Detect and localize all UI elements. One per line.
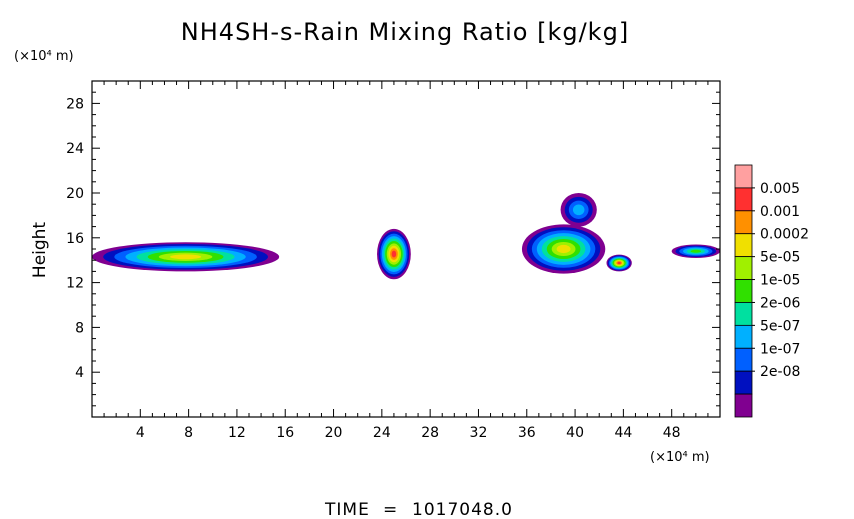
time-label: TIME xyxy=(324,500,370,519)
colorbar-swatch xyxy=(734,256,753,280)
colorbar-swatch xyxy=(734,210,753,235)
y-tick-label: 8 xyxy=(75,320,84,336)
x-tick-label: 24 xyxy=(373,425,391,441)
x-tick-label: 28 xyxy=(421,425,439,441)
colorbar-swatch xyxy=(734,302,753,326)
colorbar-label: 0.005 xyxy=(760,181,800,197)
x-axis: 4 8 12 16 20 24 28 32 36 40 44 48 xyxy=(103,81,709,441)
x-tick-label: 36 xyxy=(518,425,536,441)
field-level-0-7 xyxy=(169,254,202,260)
x-tick-label: 8 xyxy=(184,425,193,441)
x-tick-label: 4 xyxy=(136,425,145,441)
y-tick-label: 20 xyxy=(66,186,84,202)
colorbar-label: 0.0002 xyxy=(760,227,809,243)
field-level-1-9 xyxy=(391,250,397,258)
colorbar: 0.005 0.001 0.0002 5e-05 1e-05 2e-06 5e-07 1e-0… xyxy=(734,164,809,418)
colorbar-label: 2e-06 xyxy=(760,295,800,311)
colorbar-label: 1e-07 xyxy=(760,341,800,357)
colorbar-swatch xyxy=(734,393,753,418)
y-tick-label: 12 xyxy=(66,276,84,292)
colorbar-swatch xyxy=(734,324,753,349)
x-tick-label: 40 xyxy=(566,425,584,441)
heatmap-field xyxy=(92,193,720,280)
field-level-5-5 xyxy=(690,249,702,253)
colorbar-label: 2e-08 xyxy=(760,364,800,380)
x-unit-label: (×10⁴ m) xyxy=(650,450,710,465)
time-value: 1017048.0 xyxy=(412,500,513,519)
colorbar-label: 0.001 xyxy=(760,204,800,220)
colorbar-label: 1e-05 xyxy=(760,273,800,289)
y-unit-label: (×10⁴ m) xyxy=(14,49,74,64)
y-axis-label: Height xyxy=(30,222,50,279)
colorbar-swatch xyxy=(734,370,753,395)
y-tick-label: 28 xyxy=(66,96,84,112)
field-level-2-7 xyxy=(556,244,571,254)
colorbar-swatch xyxy=(734,164,753,189)
x-tick-label: 32 xyxy=(470,425,488,441)
colorbar-swatch xyxy=(734,347,753,372)
time-readout: TIME = 1017048.0 xyxy=(324,500,513,519)
time-equals: = xyxy=(383,500,398,519)
colorbar-swatch xyxy=(734,279,753,303)
x-tick-label: 12 xyxy=(228,425,246,441)
x-tick-label: 20 xyxy=(325,425,343,441)
field-level-4-9 xyxy=(617,261,621,265)
y-axis: 4 8 12 16 20 24 28 xyxy=(66,91,720,407)
y-tick-label: 4 xyxy=(75,365,84,381)
colorbar-label: 5e-05 xyxy=(760,250,800,266)
colorbar-label: 5e-07 xyxy=(760,318,800,334)
x-tick-label: 16 xyxy=(276,425,294,441)
colorbar-swatch xyxy=(734,233,753,258)
field-level-3-3 xyxy=(572,204,585,216)
x-tick-label: 48 xyxy=(663,425,681,441)
chart-title: NH4SH-s-Rain Mixing Ratio [kg/kg] xyxy=(181,18,629,46)
colorbar-swatch xyxy=(734,187,753,212)
y-tick-label: 24 xyxy=(66,141,84,157)
heatmap-cells xyxy=(92,193,720,280)
y-tick-label: 16 xyxy=(66,231,84,247)
x-tick-label: 44 xyxy=(614,425,632,441)
